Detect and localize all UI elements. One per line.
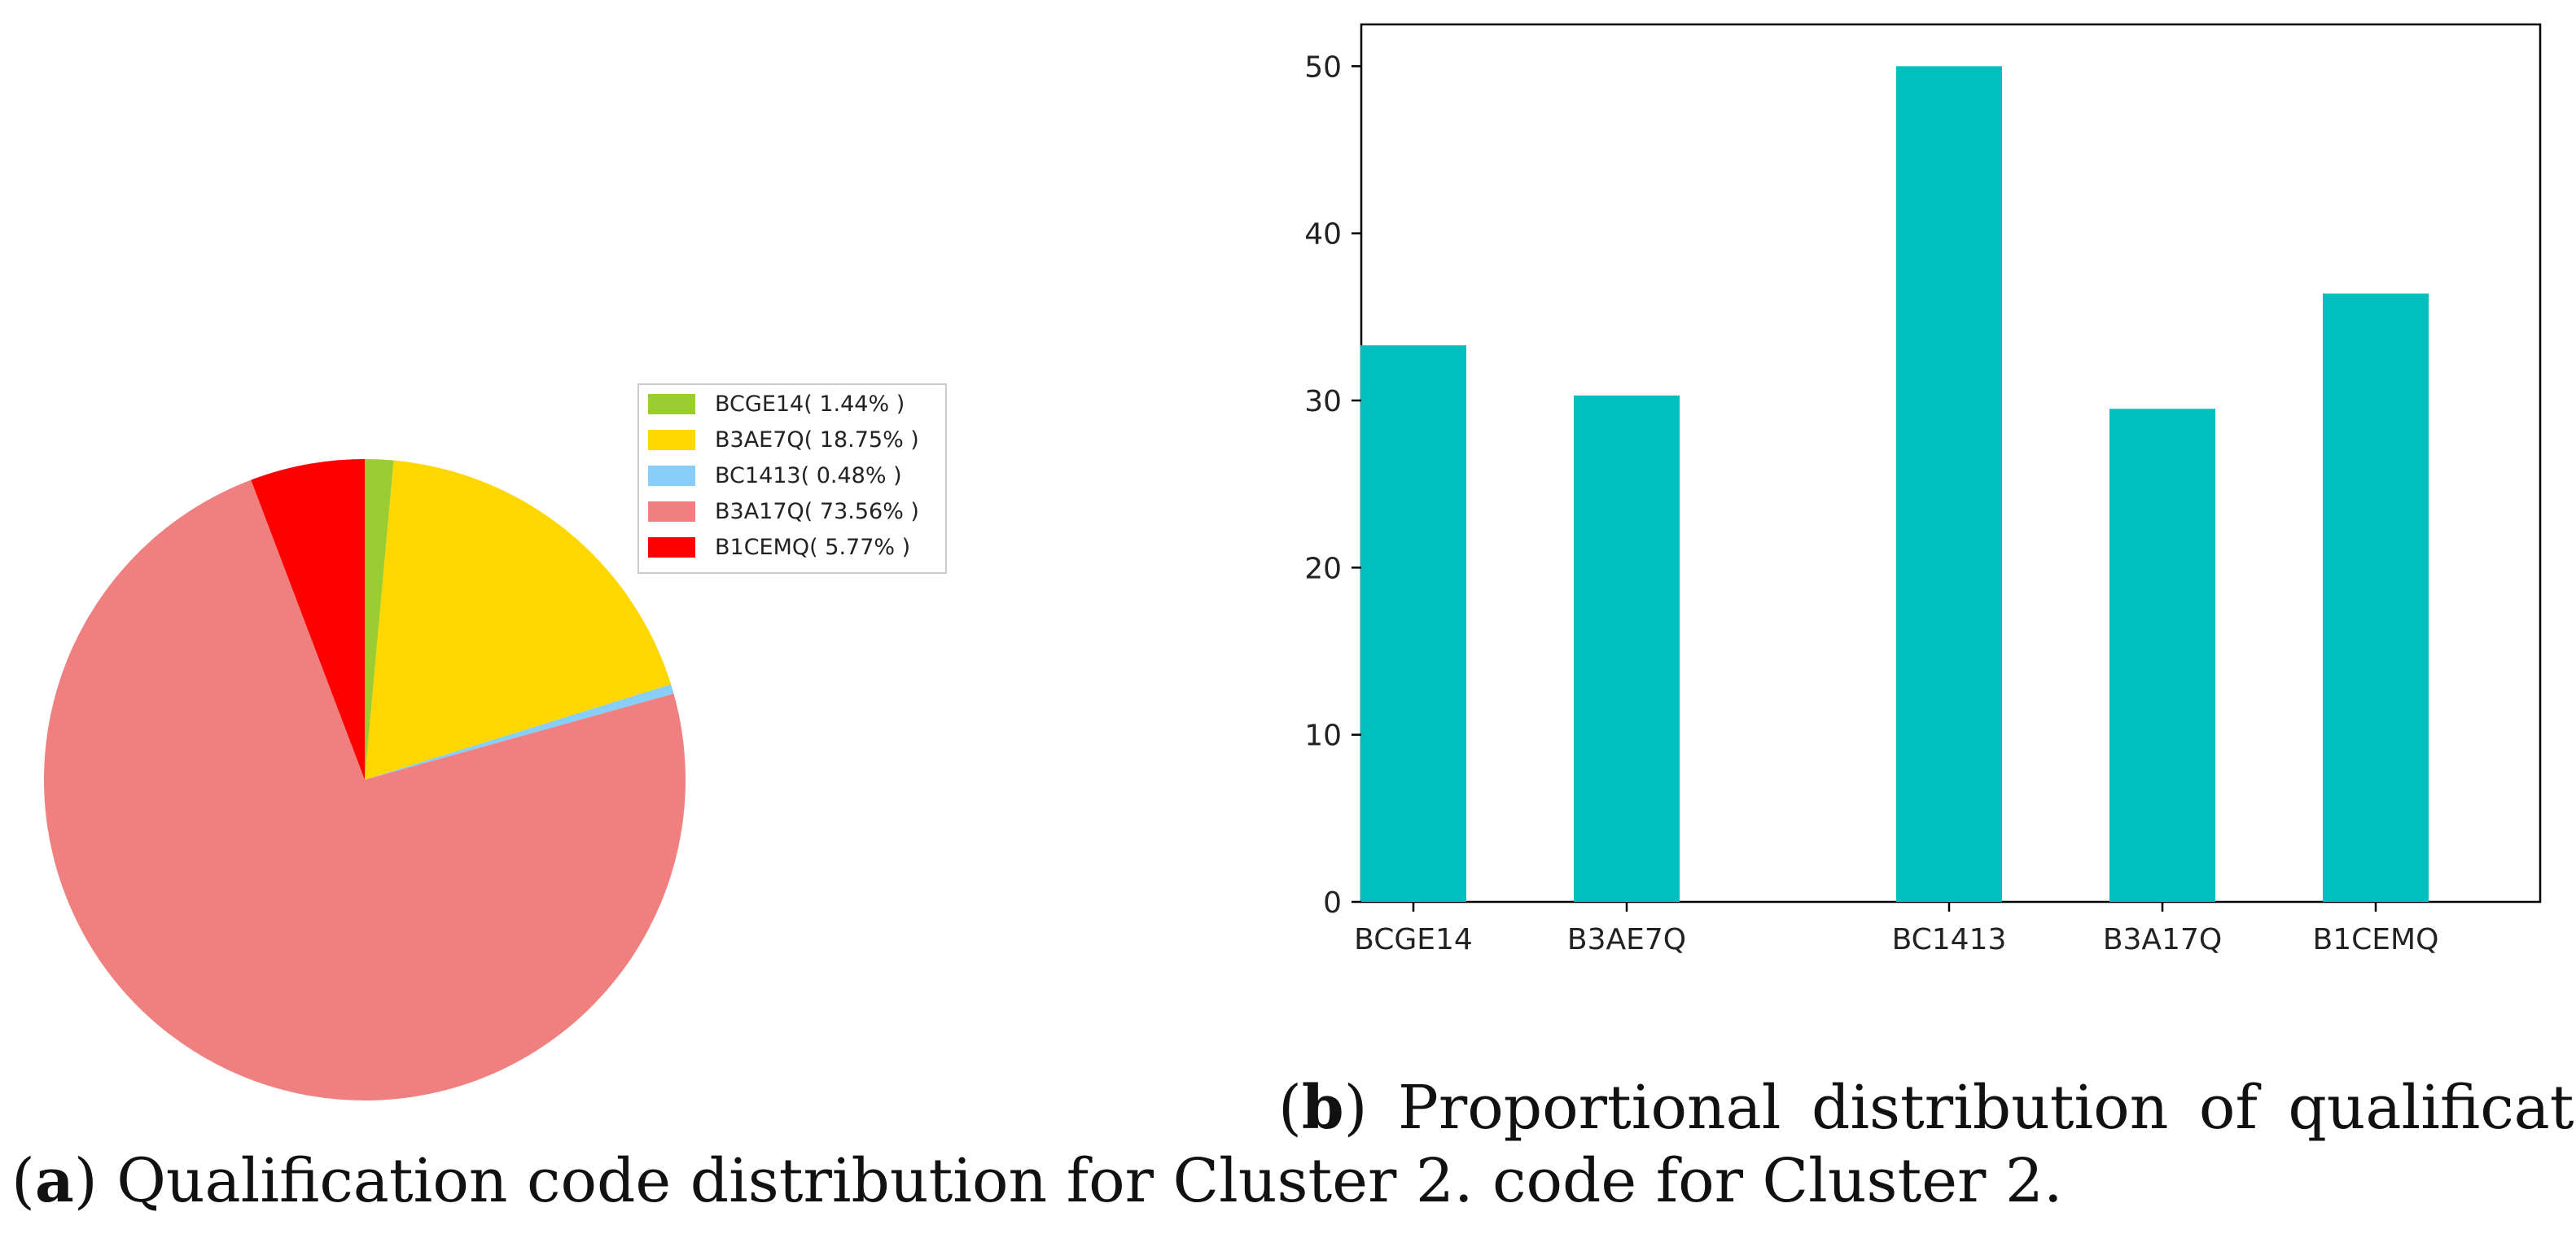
x-tick-label-bc1413: BC1413 — [1892, 923, 2007, 956]
pie-slice-b3a17q — [44, 479, 686, 1101]
legend-swatch-bc1413 — [648, 466, 695, 486]
legend-label-b3a17q: B3A17Q( 73.56% ) — [715, 499, 919, 524]
legend-swatch-b3a17q — [648, 501, 695, 522]
caption-a-text: Qualification code distribution for Clus… — [97, 1146, 2063, 1216]
caption-a: (a) Qualification code distribution for … — [11, 1146, 2063, 1216]
pie-slice-b1cemq — [251, 459, 365, 780]
pie-slice-b3ae7q — [365, 460, 672, 780]
pie-slice-bc1413 — [365, 684, 674, 780]
x-tick-label-b1cemq: B1CEMQ — [2313, 923, 2439, 956]
y-tick-label-20: 20 — [1304, 552, 1342, 585]
x-tick-label-b3ae7q: B3AE7Q — [1567, 923, 1686, 956]
y-tick-label-40: 40 — [1304, 218, 1342, 252]
legend-swatch-b1cemq — [648, 537, 695, 558]
x-tick-label-b3a17q: B3A17Q — [2103, 923, 2222, 956]
x-tick-label-bcge14: BCGE14 — [1354, 923, 1473, 956]
y-tick-label-30: 30 — [1304, 385, 1342, 418]
legend-label-b1cemq: B1CEMQ( 5.77% ) — [715, 535, 910, 560]
bar-b3a17q — [2109, 409, 2215, 902]
bar-chart: BCGE14 B3AE7Q BC1413 B3A17Q B1CEMQ 0 10 20 30 40 5… — [1304, 23, 2542, 956]
bar-bcge14 — [1360, 345, 1466, 902]
y-tick-label-50: 50 — [1304, 50, 1342, 84]
legend-label-bcge14: BCGE14( 1.44% ) — [715, 392, 905, 417]
bar-bc1413 — [1896, 66, 2002, 902]
y-tick-label-10: 10 — [1304, 720, 1342, 753]
bar-b3ae7q — [1574, 395, 1680, 903]
caption-b-label: b — [1301, 1073, 1344, 1143]
caption-b: (b) Proportional distribution of qualifi… — [1278, 1073, 2576, 1143]
legend-swatch-b3ae7q — [648, 430, 695, 450]
bar-b1cemq — [2323, 293, 2429, 902]
pie-slice-bcge14 — [365, 459, 394, 780]
y-tick-label-0: 0 — [1323, 886, 1342, 920]
legend-label-bc1413: BC1413( 0.48% ) — [715, 463, 902, 488]
caption-b-text: Proportional distribution of qualificati… — [1367, 1073, 2576, 1143]
legend-label-b3ae7q: B3AE7Q( 18.75% ) — [715, 427, 919, 453]
pie-chart — [44, 459, 686, 1101]
pie-legend: BCGE14( 1.44% ) B3AE7Q( 18.75% ) BC1413( 0… — [637, 383, 947, 574]
legend-swatch-bcge14 — [648, 394, 695, 414]
caption-a-label: a — [34, 1146, 74, 1216]
